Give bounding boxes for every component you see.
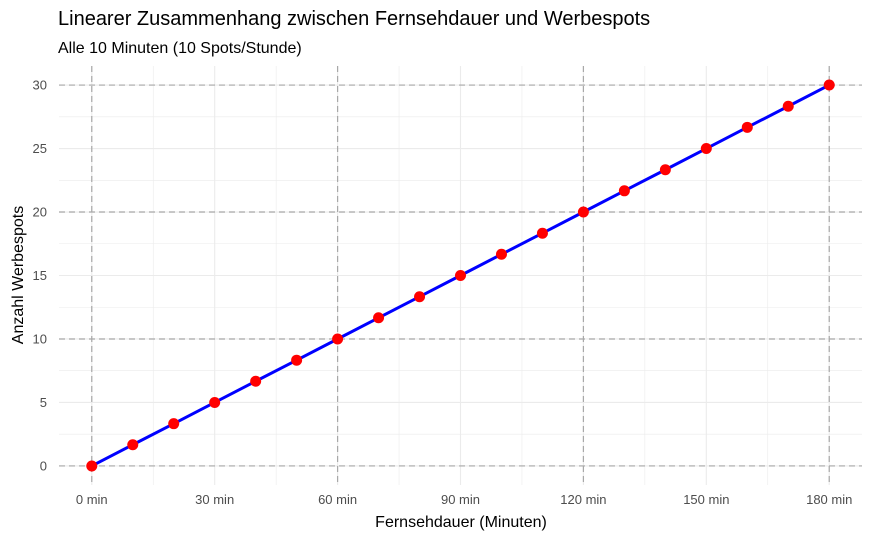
data-point — [168, 418, 180, 430]
chart-title: Linearer Zusammenhang zwischen Fernsehda… — [58, 8, 650, 30]
x-tick-label: 180 min — [806, 492, 852, 507]
y-tick-label: 20 — [33, 205, 47, 220]
data-point — [618, 185, 630, 197]
grid — [59, 66, 862, 485]
y-tick-label: 10 — [33, 331, 47, 346]
x-tick-label: 150 min — [683, 492, 729, 507]
data-point — [700, 143, 712, 155]
data-point — [659, 164, 671, 176]
reference-lines — [59, 66, 862, 485]
data-point — [495, 248, 507, 260]
x-tick-label: 30 min — [195, 492, 234, 507]
data-point — [741, 121, 753, 133]
y-axis-label: Anzahl Werbespots — [10, 206, 27, 344]
data-point — [455, 270, 466, 281]
data-point — [86, 460, 98, 472]
y-tick-label: 5 — [40, 395, 47, 410]
data-point — [577, 206, 589, 218]
data-point — [414, 291, 426, 303]
series — [86, 79, 835, 472]
data-point — [332, 333, 344, 345]
data-point — [782, 100, 794, 112]
x-axis-label: Fernsehdauer (Minuten) — [375, 514, 547, 531]
x-tick-label: 0 min — [76, 492, 108, 507]
tick-labels: 0 min 30 min 60 min 90 min 120 min 150 min 180… — [33, 78, 853, 507]
data-point — [250, 375, 262, 387]
data-point — [291, 354, 303, 366]
x-tick-label: 60 min — [318, 492, 357, 507]
y-tick-label: 0 — [40, 458, 47, 473]
data-point — [823, 79, 835, 91]
x-tick-label: 90 min — [441, 492, 480, 507]
data-point — [536, 227, 548, 239]
data-point — [127, 439, 139, 451]
chart-subtitle: Alle 10 Minuten (10 Spots/Stunde) — [58, 40, 302, 57]
data-point — [209, 396, 221, 408]
y-tick-label: 15 — [33, 268, 47, 283]
data-point — [373, 312, 385, 324]
y-tick-label: 25 — [33, 141, 47, 156]
x-tick-label: 120 min — [560, 492, 606, 507]
y-tick-label: 30 — [33, 78, 47, 93]
